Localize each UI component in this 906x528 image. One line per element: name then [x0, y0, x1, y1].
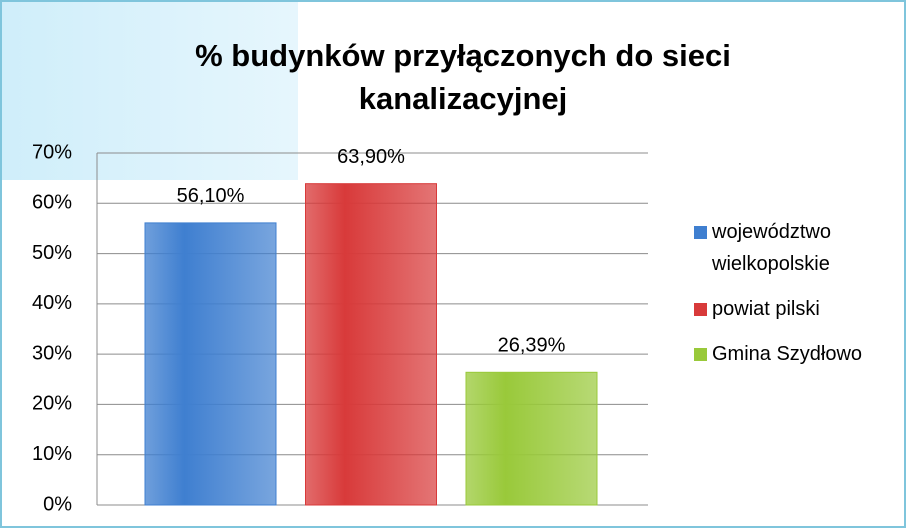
legend-swatch — [694, 303, 707, 316]
legend: województwo wielkopolskie powiat pilski Gm… — [690, 216, 890, 383]
bar — [465, 371, 598, 506]
background-band — [0, 0, 298, 180]
y-tick-label: 0% — [43, 493, 72, 515]
legend-swatch — [694, 226, 707, 239]
y-tick-label: 30% — [32, 342, 72, 364]
y-tick-label: 70% — [32, 141, 72, 163]
chart-title: % budynków przyłączonych do sieci kanali… — [195, 38, 731, 116]
y-tick-label: 40% — [32, 292, 72, 314]
legend-label: powiat pilski — [712, 298, 820, 320]
data-label: 26,39% — [498, 335, 566, 357]
y-tick-label: 10% — [32, 443, 72, 465]
legend-swatch — [694, 348, 707, 361]
data-label: 56,10% — [177, 185, 245, 207]
y-tick-label: 50% — [32, 242, 72, 264]
y-tick-label: 20% — [32, 393, 72, 415]
y-tick-label: 60% — [32, 192, 72, 214]
legend-label: województwo wielkopolskie — [712, 221, 831, 275]
legend-entry: województwo wielkopolskie — [690, 216, 872, 280]
data-label: 63,90% — [337, 146, 405, 168]
legend-entry: Gmina Szydłowo — [690, 338, 872, 370]
bar — [144, 222, 277, 506]
legend-label: Gmina Szydłowo — [712, 343, 863, 365]
legend-entry: powiat pilski — [690, 293, 872, 325]
bar — [305, 183, 437, 506]
